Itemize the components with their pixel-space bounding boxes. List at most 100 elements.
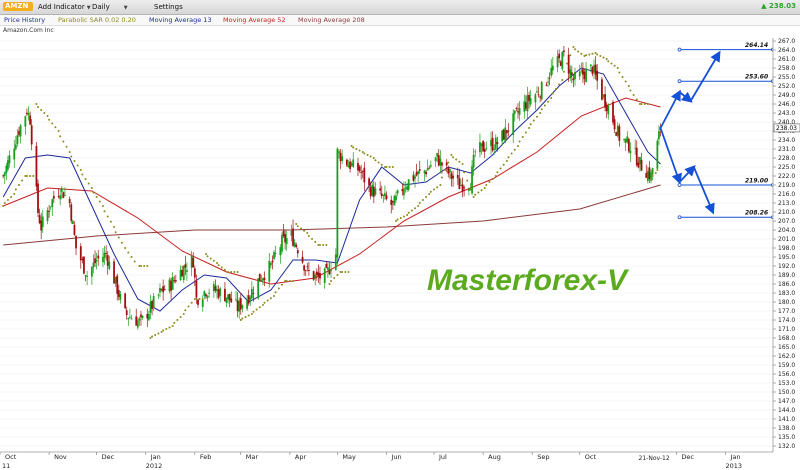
sar-dot xyxy=(328,283,331,285)
sar-dot xyxy=(285,280,288,282)
candle-body xyxy=(460,185,462,186)
y-tick-label: 219.0 xyxy=(778,182,795,189)
sar-dot xyxy=(76,164,79,167)
candle-body xyxy=(128,316,131,318)
legend-ma13[interactable]: Moving Average 13 xyxy=(149,16,212,24)
legend-ma52[interactable]: Moving Average 52 xyxy=(223,16,286,24)
candle-body xyxy=(380,193,383,197)
candle-body xyxy=(160,289,163,291)
sar-dot xyxy=(14,188,17,191)
sar-dot xyxy=(133,260,136,263)
candle-body xyxy=(203,291,206,296)
y-tick-label: 255.0 xyxy=(778,74,795,81)
candle-body xyxy=(618,126,621,141)
candle-body xyxy=(303,265,306,271)
sar-dot xyxy=(358,149,361,152)
sar-dot xyxy=(314,241,317,243)
candle-body xyxy=(92,262,95,268)
sar-dot xyxy=(62,140,65,143)
sar-dot xyxy=(372,157,375,159)
candle-body xyxy=(225,297,228,304)
sar-dot xyxy=(325,244,328,246)
candle-body xyxy=(174,280,177,282)
sar-dot xyxy=(656,169,659,171)
y-tick-label: 132.0 xyxy=(778,443,795,450)
sar-dot xyxy=(596,53,599,56)
candle-body xyxy=(227,294,229,300)
sar-dot xyxy=(410,209,413,212)
period-select[interactable]: Daily ▼ xyxy=(92,3,128,11)
legend-price-history[interactable]: Price History xyxy=(4,16,46,24)
candle-body xyxy=(403,188,405,196)
candle-body xyxy=(406,186,408,190)
sar-dot xyxy=(230,271,233,273)
candle-body xyxy=(414,176,416,179)
y-tick-label: 201.0 xyxy=(778,236,795,243)
sar-dot xyxy=(92,191,95,194)
sar-dot xyxy=(173,322,176,324)
sar-dot xyxy=(361,151,364,153)
candle-body xyxy=(152,296,155,308)
candle-body xyxy=(163,288,166,290)
settings-button[interactable]: Settings xyxy=(154,3,183,11)
sar-dot xyxy=(187,305,190,308)
sar-dot xyxy=(474,193,477,196)
sar-dot xyxy=(388,166,391,168)
candle-body xyxy=(591,67,594,74)
candle-body xyxy=(524,102,527,109)
sar-dot xyxy=(330,280,333,282)
sar-dot xyxy=(480,189,483,192)
symbol-box[interactable]: AMZN xyxy=(3,2,33,11)
legend-sar[interactable]: Parabolic SAR 0.02 0.20 xyxy=(58,16,136,24)
candle-body xyxy=(113,261,115,284)
candle-body xyxy=(214,286,217,291)
sar-dot xyxy=(299,227,302,230)
add-indicator-button[interactable]: Add Indicator ▼ xyxy=(38,3,91,11)
year-label: 2012 xyxy=(146,462,163,470)
sar-dot xyxy=(244,316,247,318)
sar-dot xyxy=(583,55,586,57)
candle-body xyxy=(325,263,328,268)
candle-body xyxy=(124,293,127,309)
sar-dot xyxy=(296,225,299,228)
y-tick-label: 264.0 xyxy=(778,47,795,54)
candle-body xyxy=(474,151,477,153)
candle-body xyxy=(59,195,62,200)
candle-body xyxy=(108,261,111,269)
candle-body xyxy=(216,289,218,292)
date-axis: Oct Nov Dec Jan Feb Mar Apr May Jun Jul Aug Sep Oct D… xyxy=(0,451,773,470)
sar-dot xyxy=(322,244,325,246)
x-tick-label: Oct xyxy=(5,453,17,461)
sar-dot xyxy=(250,313,253,315)
candle-body xyxy=(594,64,597,75)
legend-ma208[interactable]: Moving Average 208 xyxy=(298,16,365,24)
candle-body xyxy=(241,305,244,309)
sar-dot xyxy=(65,145,68,148)
candle-body xyxy=(404,187,407,189)
candle-body xyxy=(418,169,421,171)
candle-body xyxy=(493,149,496,150)
candle-body xyxy=(437,155,440,166)
candle-body xyxy=(539,96,542,98)
candle-body xyxy=(326,267,329,270)
x-tick-label: Nov xyxy=(54,453,67,461)
sar-dot xyxy=(502,163,505,166)
y-tick-label: 213.0 xyxy=(778,200,795,207)
sar-dot xyxy=(621,76,624,78)
candle-body xyxy=(515,108,518,110)
candle-body xyxy=(312,271,315,280)
candle-body xyxy=(239,298,242,310)
sar-dot xyxy=(171,325,174,327)
x-tick-label: Jan xyxy=(729,453,740,461)
candle-body xyxy=(19,125,22,137)
y-tick-label: 159.0 xyxy=(778,362,795,369)
candle-body xyxy=(551,65,554,71)
x-tick-label: Jan xyxy=(150,453,161,461)
candle-body xyxy=(458,177,461,190)
level-label: 264.14 xyxy=(745,42,768,49)
sar-dot xyxy=(139,265,142,267)
sar-dot xyxy=(168,326,171,329)
candle-body xyxy=(582,69,584,75)
candle-body xyxy=(94,258,96,264)
candle-body xyxy=(494,137,497,150)
